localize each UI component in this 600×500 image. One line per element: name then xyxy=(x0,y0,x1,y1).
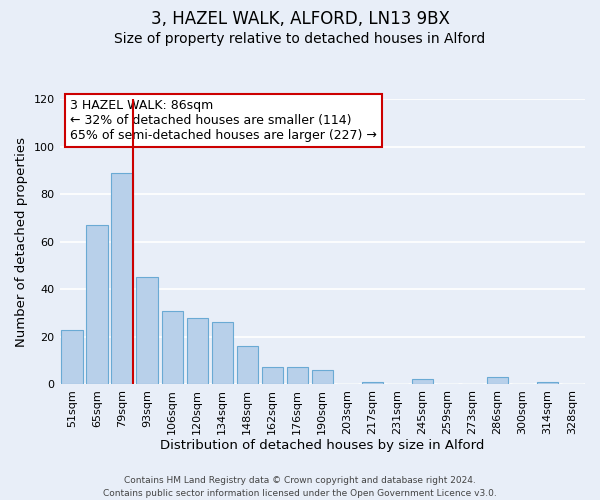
Bar xyxy=(537,382,558,384)
Bar xyxy=(112,173,133,384)
Bar xyxy=(262,368,283,384)
X-axis label: Distribution of detached houses by size in Alford: Distribution of detached houses by size … xyxy=(160,440,484,452)
Bar xyxy=(136,278,158,384)
Text: Size of property relative to detached houses in Alford: Size of property relative to detached ho… xyxy=(115,32,485,46)
Bar xyxy=(412,380,433,384)
Text: Contains HM Land Registry data © Crown copyright and database right 2024.
Contai: Contains HM Land Registry data © Crown c… xyxy=(103,476,497,498)
Text: 3 HAZEL WALK: 86sqm
← 32% of detached houses are smaller (114)
65% of semi-detac: 3 HAZEL WALK: 86sqm ← 32% of detached ho… xyxy=(70,100,377,142)
Bar xyxy=(311,370,333,384)
Bar xyxy=(487,377,508,384)
Bar xyxy=(362,382,383,384)
Text: 3, HAZEL WALK, ALFORD, LN13 9BX: 3, HAZEL WALK, ALFORD, LN13 9BX xyxy=(151,10,449,28)
Bar xyxy=(236,346,258,384)
Bar xyxy=(61,330,83,384)
Bar xyxy=(161,310,183,384)
Bar xyxy=(212,322,233,384)
Bar xyxy=(86,225,108,384)
Y-axis label: Number of detached properties: Number of detached properties xyxy=(15,137,28,347)
Bar xyxy=(187,318,208,384)
Bar xyxy=(287,368,308,384)
